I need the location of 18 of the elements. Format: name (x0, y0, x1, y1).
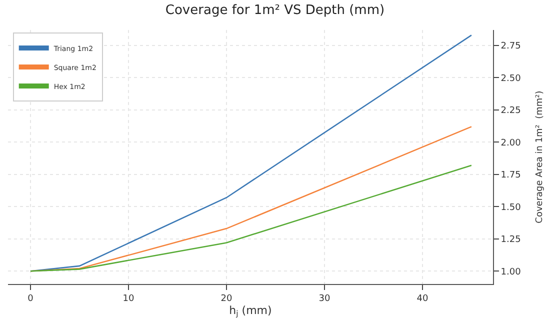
y-tick-label: 2.00 (500, 138, 522, 148)
y-tick-label: 1.75 (500, 170, 521, 181)
y-axis-title: Coverage Area in 1m² (mm²) (534, 90, 545, 224)
line-series (30, 34, 472, 272)
y-tick-label: 1.25 (500, 235, 521, 246)
chart-title: Coverage for 1m² VS Depth (mm) (165, 2, 385, 18)
x-tick-label: 10 (122, 294, 135, 304)
x-tick-label: 20 (220, 294, 232, 304)
x-tick-label: 0 (28, 294, 34, 304)
y-tick-label: 1.00 (500, 267, 522, 278)
line-series (30, 164, 472, 272)
x-axis-title: h$_{j}$ (mm) (229, 304, 272, 318)
y-tick-label: 1.50 (500, 202, 522, 213)
y-tick-label: 2.75 (500, 42, 521, 52)
y-tick-label: 2.50 (500, 74, 522, 84)
x-tick-label: 40 (416, 294, 428, 304)
x-tick-label: 30 (318, 294, 330, 304)
y-tick-label: 2.25 (500, 106, 521, 116)
